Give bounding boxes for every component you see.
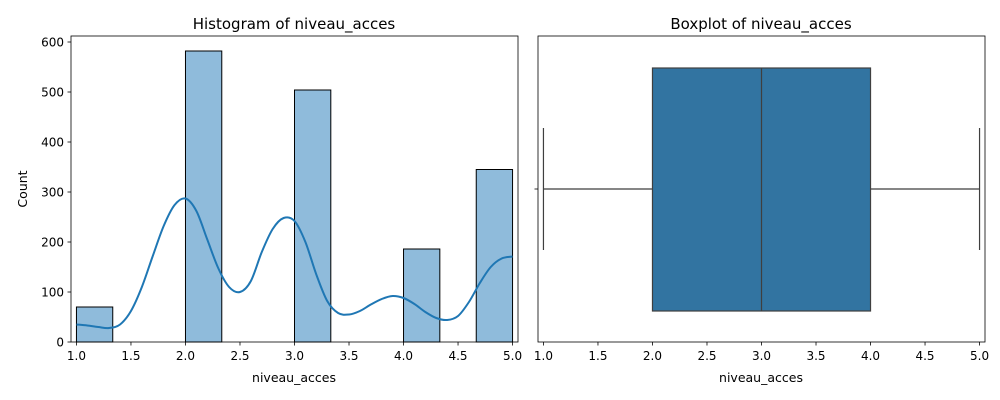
histogram-x-tick-label: 4.5 xyxy=(448,349,467,363)
histogram-x-tick-label: 2.5 xyxy=(230,349,249,363)
histogram-panel: Histogram of niveau_acces 1.0 1.5 2.0 2.5 3.… xyxy=(15,15,522,385)
histogram-x-tick-label: 5.0 xyxy=(503,349,522,363)
boxplot-x-tick-label: 1.0 xyxy=(534,349,553,363)
histogram-y-tick-label: 100 xyxy=(41,285,64,299)
boxplot-x-tick-label: 3.5 xyxy=(806,349,825,363)
histogram-bar xyxy=(184,50,223,343)
boxplot-x-tick-label: 2.5 xyxy=(697,349,716,363)
histogram-x-tick-label: 1.5 xyxy=(121,349,140,363)
histogram-x-tick-label: 3.0 xyxy=(285,349,304,363)
boxplot-x-tick-label: 4.0 xyxy=(861,349,880,363)
histogram-x-ticks: 1.0 1.5 2.0 2.5 3.0 3.5 4.0 4.5 5.0 xyxy=(67,342,522,363)
histogram-bar xyxy=(403,248,441,343)
boxplot-title: Boxplot of niveau_acces xyxy=(670,15,852,34)
histogram-y-tick-label: 200 xyxy=(41,235,64,249)
histogram-x-tick-label: 2.0 xyxy=(176,349,195,363)
kde-line xyxy=(76,197,513,330)
boxplot-x-tick-label: 2.0 xyxy=(643,349,662,363)
histogram-y-tick-label: 300 xyxy=(41,185,64,199)
histogram-x-tick-label: 1.0 xyxy=(67,349,86,363)
histogram-y-tick-label: 0 xyxy=(56,335,64,349)
histogram-x-tick-label: 3.5 xyxy=(339,349,358,363)
histogram-bar xyxy=(294,89,332,343)
histogram-y-ticks: 0 100 200 300 400 500 600 xyxy=(41,35,71,349)
histogram-y-tick-label: 400 xyxy=(41,135,64,149)
boxplot-x-tick-label: 4.5 xyxy=(915,349,934,363)
boxplot-body xyxy=(542,67,981,312)
boxplot-x-tick-label: 1.5 xyxy=(588,349,607,363)
histogram-y-tick-label: 500 xyxy=(41,85,64,99)
histogram-x-tick-label: 4.0 xyxy=(394,349,413,363)
histogram-bar xyxy=(475,169,514,343)
boxplot-x-tick-label: 5.0 xyxy=(970,349,989,363)
histogram-y-tick-label: 600 xyxy=(41,35,64,49)
boxplot-x-tick-label: 3.0 xyxy=(752,349,771,363)
histogram-x-label: niveau_acces xyxy=(252,370,336,385)
histogram-bars xyxy=(75,50,514,343)
histogram-title: Histogram of niveau_acces xyxy=(193,15,396,34)
boxplot-panel: Boxplot of niveau_acces 1.0 1.5 2.0 2.5 3.0 3… xyxy=(534,15,989,385)
histogram-y-label: Count xyxy=(15,170,30,207)
boxplot-x-label: niveau_acces xyxy=(719,370,803,385)
boxplot-x-ticks: 1.0 1.5 2.0 2.5 3.0 3.5 4.0 4.5 5.0 xyxy=(534,342,989,363)
